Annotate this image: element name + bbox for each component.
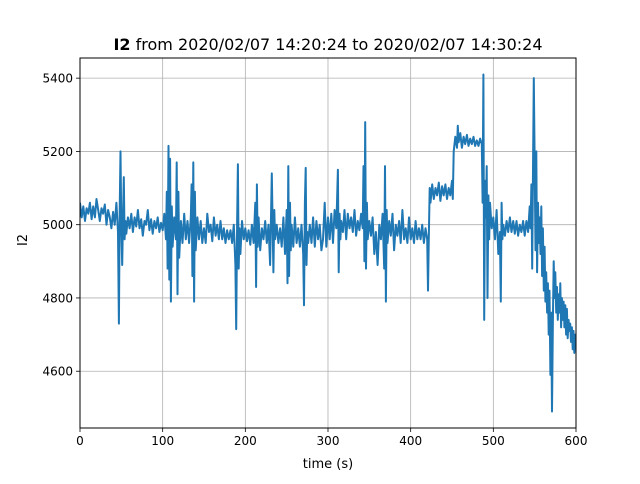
series-line-i2 xyxy=(80,73,576,413)
y-axis-ticks: 4600 4800 5000 5200 5400 xyxy=(42,72,80,379)
x-axis-label: time (s) xyxy=(303,457,353,472)
x-tick-label: 600 xyxy=(565,434,588,448)
x-tick-label: 100 xyxy=(151,434,174,448)
x-tick-label: 200 xyxy=(234,434,257,448)
x-tick-label: 500 xyxy=(482,434,505,448)
chart-title-rest: from 2020/02/07 14:20:24 to 2020/02/07 1… xyxy=(131,35,543,54)
x-tick-label: 300 xyxy=(317,434,340,448)
y-tick-label: 4800 xyxy=(42,291,73,305)
y-tick-label: 5000 xyxy=(42,218,73,232)
y-tick-label: 5200 xyxy=(42,145,73,159)
chart-title-bold: I2 xyxy=(113,35,130,54)
x-tick-label: 0 xyxy=(76,434,84,448)
plot-area xyxy=(80,73,576,413)
y-axis-label: I2 xyxy=(16,234,31,246)
y-tick-label: 4600 xyxy=(42,365,73,379)
y-tick-label: 5400 xyxy=(42,72,73,86)
chart-title: I2 from 2020/02/07 14:20:24 to 2020/02/0… xyxy=(113,35,542,54)
x-tick-label: 400 xyxy=(399,434,422,448)
x-axis-ticks: 0 100 200 300 400 500 600 xyxy=(76,428,587,448)
